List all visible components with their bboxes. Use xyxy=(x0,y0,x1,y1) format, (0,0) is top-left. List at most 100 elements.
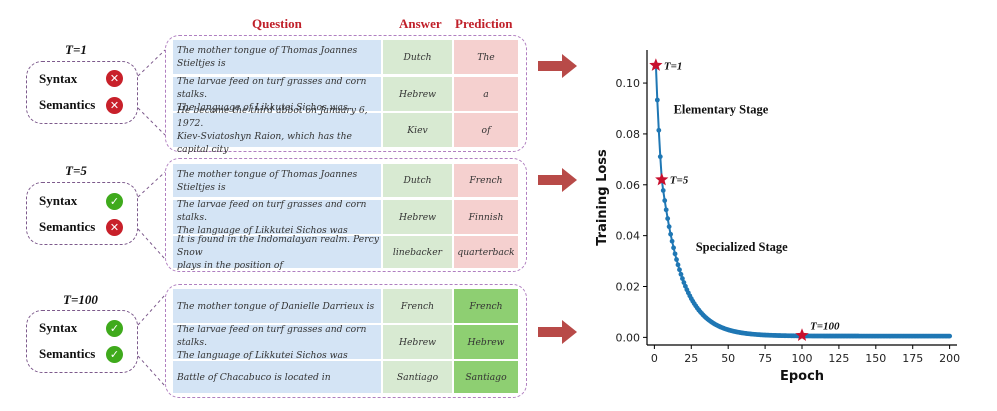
stage-annotation: Elementary Stage xyxy=(674,103,769,117)
loss-point xyxy=(672,251,678,257)
y-tick-label: 0.10 xyxy=(616,77,641,90)
marker-label: T=100 xyxy=(810,320,840,332)
question-cell: The mother tongue of Danielle Darrieux i… xyxy=(173,289,381,323)
question-cell: The mother tongue of Thomas Joannes Stie… xyxy=(173,164,381,197)
arrow-right-icon xyxy=(538,54,577,78)
y-tick-label: 0.08 xyxy=(616,128,641,141)
y-tick-label: 0.02 xyxy=(616,281,641,294)
x-tick-label: 25 xyxy=(684,352,698,365)
x-tick-label: 0 xyxy=(651,352,658,365)
question-cell: The larvae feed on turf grasses and corn… xyxy=(173,76,381,113)
check-icon: ✓ xyxy=(106,346,123,363)
cross-icon: ✕ xyxy=(106,70,123,87)
header-question: Question xyxy=(252,16,302,31)
answer-cell: Santiago xyxy=(383,361,452,393)
loss-point xyxy=(663,207,669,213)
prediction-cell: of xyxy=(454,113,518,147)
t-label-100: T=100 xyxy=(63,292,98,307)
status-box-100: Syntax ✓ Semantics ✓ xyxy=(26,310,138,373)
loss-point xyxy=(674,257,679,262)
check-icon: ✓ xyxy=(106,320,123,337)
stage-annotation: Specialized Stage xyxy=(696,240,788,254)
x-tick-label: 175 xyxy=(902,352,923,365)
question-group-100 xyxy=(165,284,527,398)
syntax-label: Syntax xyxy=(39,193,78,208)
t-label-1: T=1 xyxy=(65,42,87,57)
x-tick-label: 100 xyxy=(792,352,813,365)
syntax-label: Syntax xyxy=(39,320,78,335)
prediction-cell: French xyxy=(454,289,518,323)
marker-label: T=5 xyxy=(670,175,689,187)
check-icon: ✓ xyxy=(106,193,123,210)
y-tick-label: 0.04 xyxy=(616,230,641,243)
question-group-1 xyxy=(165,35,527,152)
t-label-5: T=5 xyxy=(65,163,87,178)
prediction-cell: Finnish xyxy=(454,200,518,234)
question-cell: The mother tongue of Thomas Joannes Stie… xyxy=(173,40,381,74)
x-tick-label: 50 xyxy=(721,352,735,365)
semantics-label: Semantics xyxy=(39,97,96,112)
answer-cell: Kiev xyxy=(383,113,452,147)
loss-point xyxy=(675,262,681,268)
status-box-1: Syntax ✕ Semantics ✕ xyxy=(26,61,138,124)
question-cell: It is found in the Indomalayan realm. Pe… xyxy=(173,234,381,271)
cross-icon: ✕ xyxy=(106,219,123,236)
semantics-label: Semantics xyxy=(39,346,96,361)
header-answer: Answer xyxy=(399,16,442,31)
star-marker xyxy=(655,172,669,186)
loss-point xyxy=(668,231,674,237)
y-axis-label: Training Loss xyxy=(595,149,610,246)
loss-point xyxy=(666,224,672,230)
arrow-right-icon xyxy=(538,320,577,344)
prediction-cell: The xyxy=(454,40,518,74)
syntax-label: Syntax xyxy=(39,71,78,86)
star-marker xyxy=(795,328,809,341)
loss-point xyxy=(656,127,662,133)
marker-label: T=1 xyxy=(664,60,683,72)
loss-point xyxy=(660,188,666,193)
x-tick-label: 200 xyxy=(939,352,960,365)
header-prediction: Prediction xyxy=(455,16,513,31)
question-cell: The larvae feed on turf grasses and corn… xyxy=(173,324,381,361)
question-cell: The larvae feed on turf grasses and corn… xyxy=(173,199,381,236)
y-tick-label: 0.00 xyxy=(616,331,641,344)
semantics-label: Semantics xyxy=(39,219,96,234)
x-tick-label: 125 xyxy=(828,352,849,365)
loss-point xyxy=(677,267,682,273)
question-group-5 xyxy=(165,158,527,272)
loss-point xyxy=(669,238,675,244)
answer-cell: French xyxy=(383,289,452,323)
loss-point xyxy=(680,276,685,281)
loss-point xyxy=(662,198,668,203)
prediction-cell: a xyxy=(454,77,518,111)
loss-point xyxy=(671,245,676,251)
x-tick-label: 150 xyxy=(865,352,886,365)
loss-point xyxy=(678,271,684,277)
star-marker xyxy=(649,58,663,71)
answer-cell: Hebrew xyxy=(383,325,452,359)
prediction-cell: French xyxy=(454,164,518,197)
training-loss-chart: 0 25 50 75 100 125 150 175 200 0.00 0.02 0.04 0.06 0.… xyxy=(595,50,960,384)
answer-cell: Hebrew xyxy=(383,77,452,111)
prediction-cell: quarterback xyxy=(454,236,518,268)
answer-cell: Dutch xyxy=(383,164,452,197)
loss-point xyxy=(654,97,660,103)
status-box-5: Syntax ✓ Semantics ✕ xyxy=(26,182,138,245)
prediction-cell: Santiago xyxy=(454,361,518,393)
x-axis-label: Epoch xyxy=(780,369,824,384)
arrow-right-icon xyxy=(538,168,577,192)
loss-point xyxy=(947,333,953,339)
x-tick-label: 75 xyxy=(758,352,772,365)
answer-cell: linebacker xyxy=(383,236,452,268)
question-cell: He became the third abbot on January 6, … xyxy=(173,105,381,155)
y-tick-label: 0.06 xyxy=(616,179,641,192)
loss-point xyxy=(657,154,663,160)
prediction-cell: Hebrew xyxy=(454,325,518,359)
answer-cell: Dutch xyxy=(383,40,452,74)
question-cell: Battle of Chacabuco is located in xyxy=(173,361,381,393)
answer-cell: Hebrew xyxy=(383,200,452,234)
cross-icon: ✕ xyxy=(106,97,123,114)
loss-point xyxy=(681,280,687,285)
loss-point xyxy=(665,216,671,221)
